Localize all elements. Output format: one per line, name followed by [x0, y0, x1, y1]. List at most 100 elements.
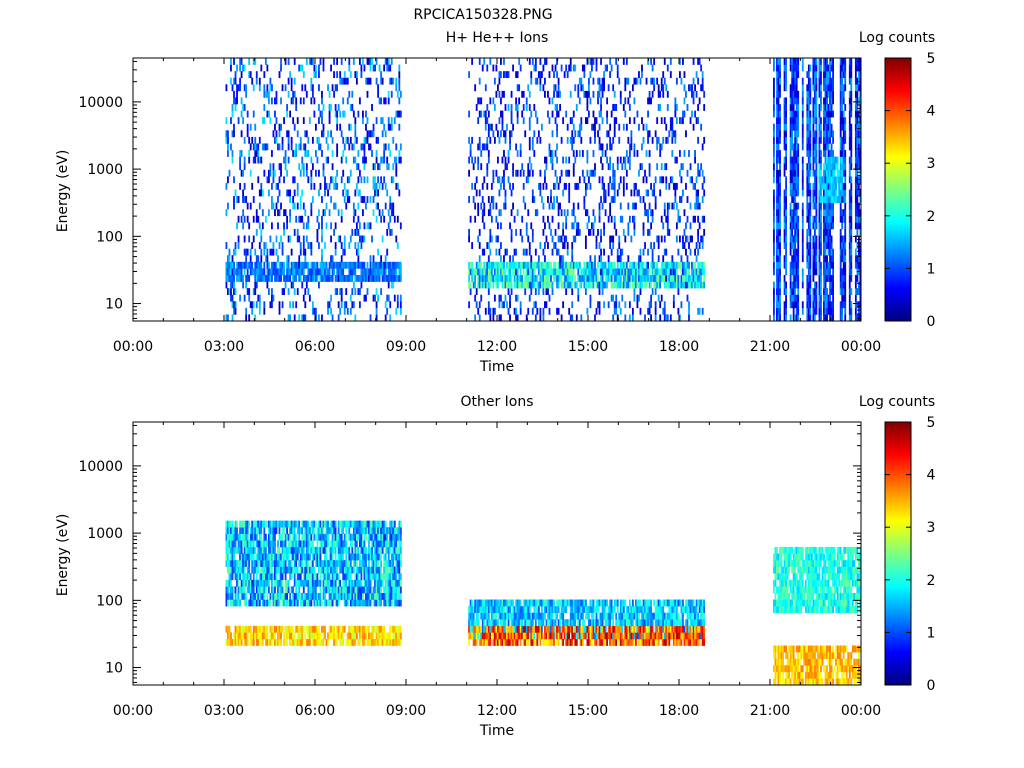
heatmap-cell — [616, 314, 619, 322]
heatmap-cell — [542, 281, 545, 289]
heatmap-cell — [703, 228, 706, 236]
heatmap-cell — [261, 268, 264, 276]
heatmap-cell — [534, 274, 537, 282]
heatmap-cell — [274, 274, 276, 282]
heatmap-cell — [773, 150, 775, 157]
heatmap-cell — [278, 143, 281, 151]
heatmap-cell — [468, 268, 470, 276]
heatmap-cell — [504, 156, 507, 164]
heatmap-cell — [566, 123, 569, 131]
heatmap-cell — [697, 58, 700, 65]
heatmap-cell — [484, 307, 487, 315]
heatmap-cell — [515, 268, 518, 276]
heatmap-cell — [574, 274, 577, 282]
heatmap-cell — [233, 546, 235, 554]
heatmap-cell — [826, 196, 828, 203]
heatmap-cell — [688, 281, 690, 289]
heatmap-cell — [547, 268, 549, 276]
heatmap-cell — [701, 235, 704, 243]
heatmap-cell — [534, 248, 537, 256]
heatmap-cell — [797, 301, 800, 309]
heatmap-cell — [325, 156, 328, 164]
heatmap-cell — [618, 281, 621, 289]
heatmap-cell — [806, 182, 809, 190]
heatmap-cell — [818, 307, 821, 315]
heatmap-cell — [597, 261, 599, 269]
heatmap-cell — [639, 281, 642, 289]
heatmap-cell — [841, 143, 844, 151]
heatmap-cell — [486, 281, 489, 289]
heatmap-cell — [642, 274, 645, 282]
heatmap-cell — [697, 248, 700, 256]
heatmap-cell — [280, 202, 282, 210]
heatmap-cell — [812, 143, 815, 151]
heatmap-cell — [468, 110, 470, 118]
heatmap-cell — [227, 136, 229, 144]
heatmap-cell — [264, 566, 267, 574]
heatmap-cell — [807, 117, 810, 125]
heatmap-cell — [484, 261, 487, 269]
heatmap-cell — [859, 169, 862, 177]
heatmap-cell — [818, 123, 821, 131]
heatmap-cell — [657, 90, 660, 98]
heatmap-cell — [556, 71, 558, 79]
heatmap-cell — [650, 242, 652, 249]
heatmap-cell — [856, 117, 859, 125]
heatmap-cell — [318, 268, 320, 276]
x-tick-label: 03:00 — [204, 339, 244, 355]
heatmap-cell — [375, 117, 378, 125]
heatmap-cell — [801, 90, 804, 98]
heatmap-cell — [337, 268, 340, 276]
heatmap-cell — [848, 97, 851, 105]
heatmap-cell — [824, 84, 827, 92]
heatmap-cell — [257, 553, 260, 561]
heatmap-cell — [230, 268, 232, 276]
heatmap-cell — [236, 97, 238, 105]
heatmap-cell — [809, 261, 812, 269]
heatmap-cell — [318, 222, 320, 230]
heatmap-cell — [812, 97, 815, 105]
heatmap-cell — [571, 268, 574, 276]
heatmap-cell — [648, 268, 651, 276]
heatmap-cell — [628, 150, 631, 157]
heatmap-cell — [248, 599, 251, 607]
heatmap-cell — [624, 314, 627, 322]
heatmap-cell — [686, 255, 689, 263]
panel-title: Other Ions — [460, 394, 533, 410]
heatmap-cell — [823, 307, 825, 315]
heatmap-cell — [568, 182, 571, 190]
heatmap-cell — [383, 176, 386, 184]
heatmap-cell — [507, 274, 510, 282]
heatmap-cell — [779, 117, 781, 125]
heatmap-cell — [236, 520, 238, 528]
heatmap-cell — [533, 104, 536, 111]
heatmap-cell — [240, 527, 243, 535]
heatmap-cell — [588, 176, 590, 184]
heatmap-cell — [395, 307, 398, 315]
heatmap-cell — [510, 228, 513, 236]
heatmap-cell — [856, 189, 859, 197]
heatmap-cell — [507, 281, 510, 289]
heatmap-cell — [777, 202, 780, 210]
heatmap-cell — [606, 130, 609, 138]
heatmap-cell — [812, 268, 815, 276]
heatmap-cell — [801, 189, 804, 197]
heatmap-cell — [263, 625, 266, 633]
heatmap-cell — [516, 274, 519, 282]
heatmap-cell — [248, 150, 251, 157]
heatmap-cell — [812, 301, 815, 309]
heatmap-cell — [536, 136, 539, 144]
heatmap-cell — [243, 294, 246, 302]
heatmap-cell — [612, 235, 615, 243]
heatmap-cell — [230, 281, 232, 289]
heatmap-cell — [841, 301, 844, 309]
heatmap-cell — [848, 281, 851, 289]
heatmap-cell — [666, 215, 669, 223]
heatmap-cell — [672, 294, 675, 302]
heatmap-cell — [289, 268, 292, 276]
heatmap-cell — [795, 64, 798, 72]
heatmap-cell — [331, 84, 334, 92]
heatmap-cell — [225, 84, 228, 92]
heatmap-cell — [264, 638, 267, 646]
heatmap-cell — [231, 520, 234, 528]
